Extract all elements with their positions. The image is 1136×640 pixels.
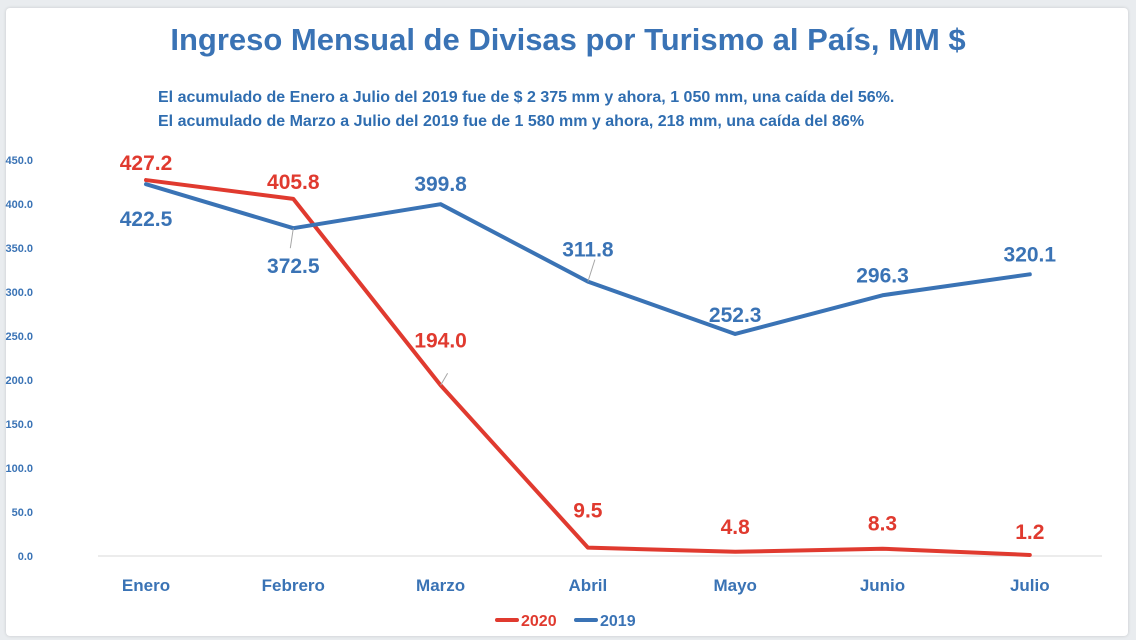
chart-title: Ingreso Mensual de Divisas por Turismo a… (170, 22, 966, 57)
legend-label-2020: 2020 (521, 613, 557, 630)
x-tick-label: Julio (1010, 576, 1050, 595)
data-label-leader (440, 373, 449, 386)
data-label-2020: 9.5 (573, 500, 603, 523)
data-label-2020: 405.8 (267, 171, 320, 194)
y-tick-label: 350.0 (5, 243, 33, 255)
chart-subtitle-line-1: El acumulado de Enero a Julio del 2019 f… (158, 89, 895, 106)
y-tick-label: 0.0 (18, 551, 33, 563)
data-label-2019: 399.8 (414, 173, 467, 196)
x-tick-label: Abril (569, 576, 608, 595)
y-tick-label: 250.0 (5, 331, 33, 343)
data-label-2019: 422.5 (120, 208, 173, 231)
y-tick-label: 50.0 (12, 507, 33, 519)
y-tick-label: 200.0 (5, 375, 33, 387)
y-tick-label: 300.0 (5, 287, 33, 299)
data-label-2019: 311.8 (562, 239, 614, 262)
y-tick-label: 450.0 (5, 155, 33, 167)
data-label-2020: 427.2 (120, 152, 173, 175)
data-label-2020: 8.3 (868, 513, 897, 536)
y-tick-label: 150.0 (5, 419, 33, 431)
data-label-2019: 372.5 (267, 255, 320, 278)
chart-frame (6, 8, 1128, 636)
x-tick-label: Febrero (262, 576, 325, 595)
data-label-2020: 1.2 (1015, 521, 1044, 544)
data-label-leader (289, 228, 294, 249)
data-label-2020: 4.8 (721, 516, 751, 539)
x-tick-label: Marzo (416, 576, 465, 595)
data-label-2019: 252.3 (709, 304, 762, 327)
data-label-2020: 194.0 (414, 329, 467, 352)
x-tick-label: Mayo (713, 576, 756, 595)
y-tick-label: 400.0 (5, 199, 33, 211)
series-line-2020 (144, 178, 1032, 557)
x-tick-label: Enero (122, 576, 170, 595)
data-label-2019: 296.3 (856, 264, 909, 287)
data-label-leader (587, 259, 596, 282)
y-tick-label: 100.0 (5, 463, 33, 475)
legend-label-2019: 2019 (600, 613, 636, 630)
chart-subtitle-line-2: El acumulado de Marzo a Julio del 2019 f… (158, 113, 865, 130)
data-label-2019: 320.1 (1004, 243, 1057, 266)
x-tick-label: Junio (860, 576, 905, 595)
